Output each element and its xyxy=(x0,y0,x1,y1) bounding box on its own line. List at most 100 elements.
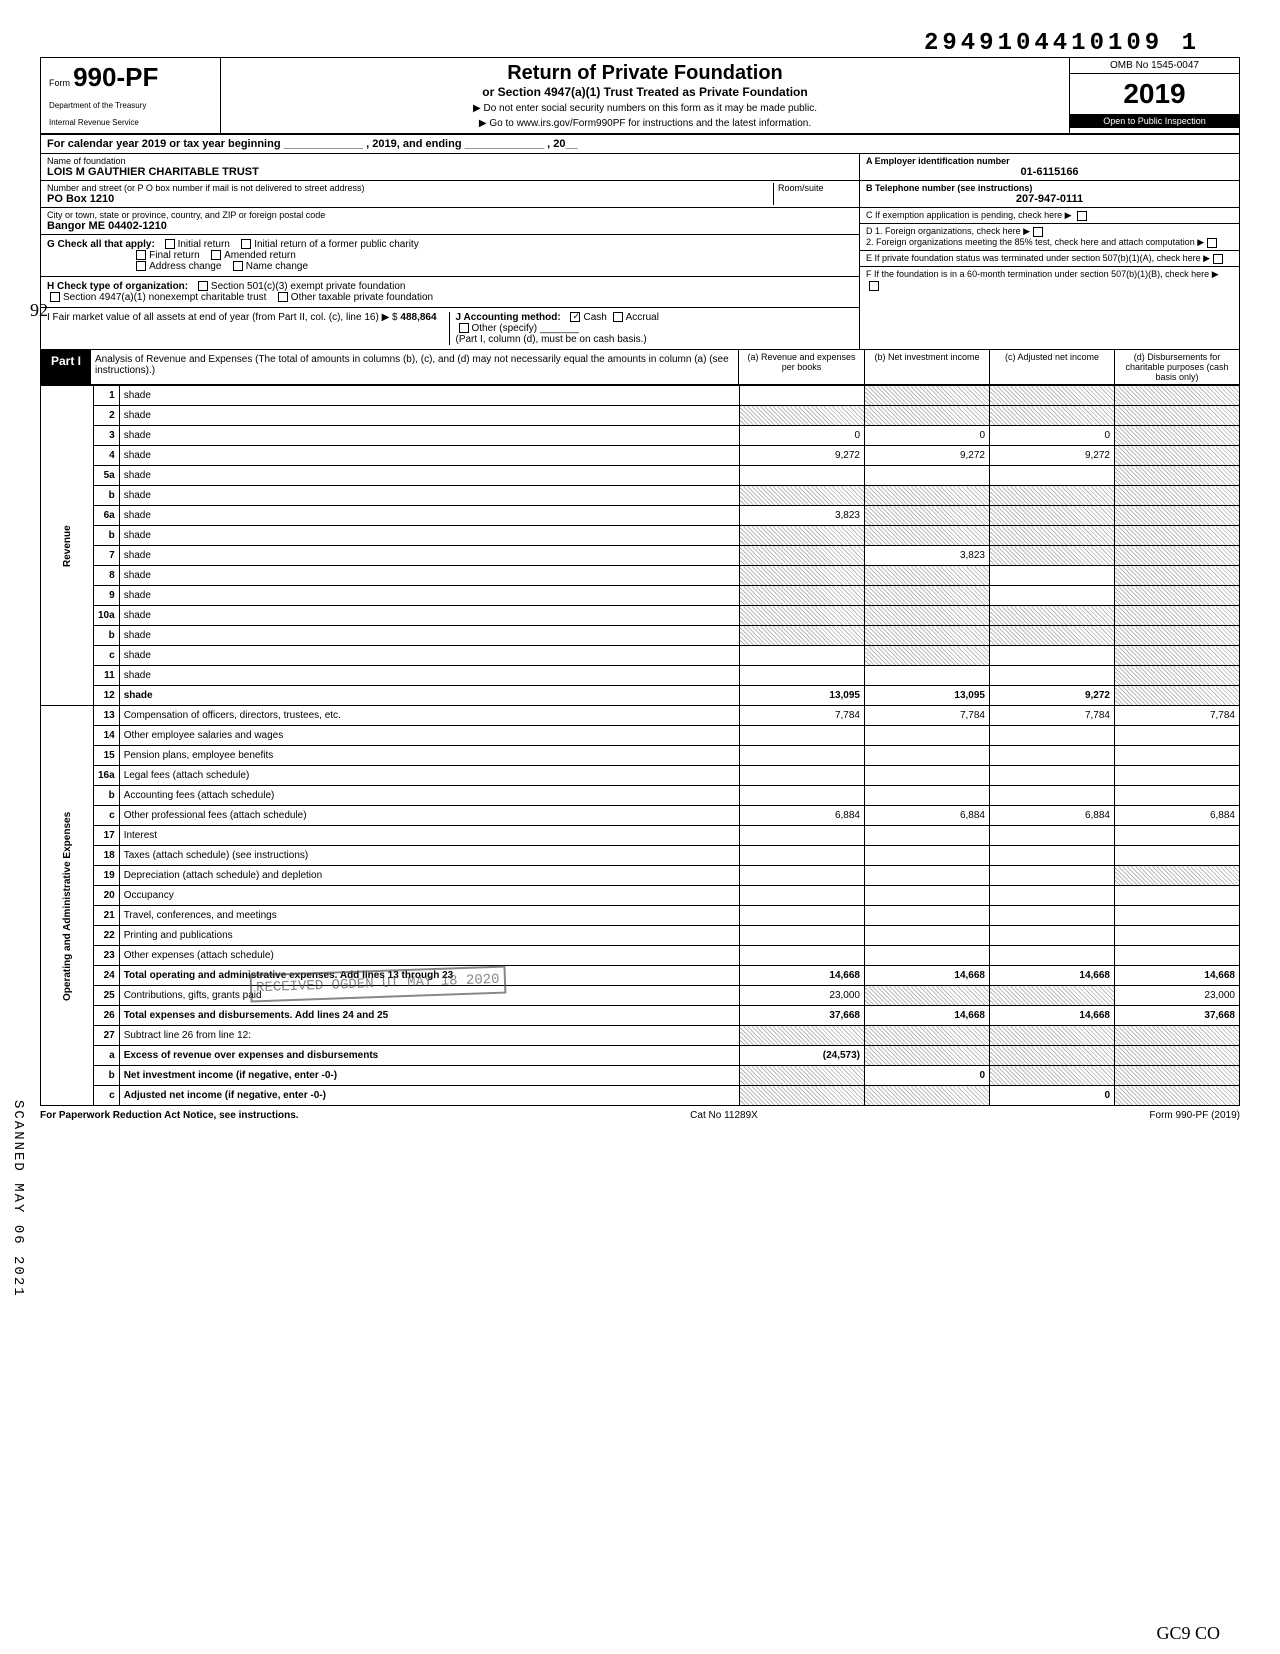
checkbox-amended[interactable] xyxy=(211,250,221,260)
cell-shaded xyxy=(990,606,1115,626)
cell-value: 6,884 xyxy=(990,806,1115,826)
col-a-header: (a) Revenue and expenses per books xyxy=(739,350,864,384)
cell-value xyxy=(865,886,990,906)
ein: 01-6115166 xyxy=(866,166,1233,178)
checkbox-e[interactable] xyxy=(1213,254,1223,264)
cell-shaded xyxy=(865,406,990,426)
cell-value: 9,272 xyxy=(990,686,1115,706)
line-desc: shade xyxy=(119,586,739,606)
checkbox-final-return[interactable] xyxy=(136,250,146,260)
cell-value: 0 xyxy=(865,426,990,446)
cell-value: 0 xyxy=(990,1086,1115,1106)
cell-shaded xyxy=(1115,646,1240,666)
line-num: b xyxy=(94,1066,120,1086)
checkbox-initial-former[interactable] xyxy=(241,239,251,249)
cell-value: 23,000 xyxy=(1115,986,1240,1006)
cell-shaded xyxy=(990,406,1115,426)
line-i-j: I Fair market value of all assets at end… xyxy=(41,308,859,349)
cell-shaded xyxy=(865,626,990,646)
checkbox-d2[interactable] xyxy=(1207,238,1217,248)
col-c-header: (c) Adjusted net income xyxy=(989,350,1114,384)
checkbox-d1[interactable] xyxy=(1033,227,1043,237)
cell-value: 14,668 xyxy=(865,1006,990,1026)
cell-value: 7,784 xyxy=(1115,706,1240,726)
line-desc: shade xyxy=(119,486,739,506)
cell-shaded xyxy=(740,406,865,426)
cell-shaded xyxy=(740,1086,865,1106)
line-num: 21 xyxy=(94,906,120,926)
cell-shaded xyxy=(865,1086,990,1106)
cell-value xyxy=(990,566,1115,586)
cell-value xyxy=(990,646,1115,666)
form-note2: ▶ Go to www.irs.gov/Form990PF for instru… xyxy=(225,118,1065,129)
line-num: 4 xyxy=(94,446,120,466)
line-num: 7 xyxy=(94,546,120,566)
line-desc: Pension plans, employee benefits xyxy=(119,746,739,766)
cell-shaded xyxy=(865,386,990,406)
cell-shaded xyxy=(1115,526,1240,546)
city-state-zip: Bangor ME 04402-1210 xyxy=(47,220,853,232)
part1-table: Revenue1shade2shade3shade0004shade9,2729… xyxy=(40,385,1240,1106)
line-desc: Depreciation (attach schedule) and deple… xyxy=(119,866,739,886)
cell-value xyxy=(865,766,990,786)
line-desc: shade xyxy=(119,626,739,646)
cell-value: 9,272 xyxy=(740,446,865,466)
checkbox-accrual[interactable] xyxy=(613,312,623,322)
line-num: 9 xyxy=(94,586,120,606)
line-e: E If private foundation status was termi… xyxy=(866,253,1201,263)
cell-value xyxy=(1115,726,1240,746)
checkbox-other-taxable[interactable] xyxy=(278,292,288,302)
cell-value: (24,573) xyxy=(740,1046,865,1066)
omb-number: OMB No 1545-0047 xyxy=(1070,58,1239,74)
cell-shaded xyxy=(990,626,1115,646)
cell-shaded xyxy=(990,386,1115,406)
line-desc: Legal fees (attach schedule) xyxy=(119,766,739,786)
line-desc: Adjusted net income (if negative, enter … xyxy=(119,1086,739,1106)
cell-value: 13,095 xyxy=(865,686,990,706)
cell-value xyxy=(990,746,1115,766)
cell-value xyxy=(740,946,865,966)
checkbox-name-change[interactable] xyxy=(233,261,243,271)
line-num: 12 xyxy=(94,686,120,706)
foundation-name: LOIS M GAUTHIER CHARITABLE TRUST xyxy=(47,166,853,178)
checkbox-501c3[interactable] xyxy=(198,281,208,291)
cell-shaded xyxy=(740,1026,865,1046)
cell-shaded xyxy=(1115,866,1240,886)
checkbox-4947a1[interactable] xyxy=(50,292,60,302)
line-num: 24 xyxy=(94,966,120,986)
cell-value: 14,668 xyxy=(990,966,1115,986)
checkbox-other-method[interactable] xyxy=(459,323,469,333)
line-num: b xyxy=(94,786,120,806)
checkbox-f[interactable] xyxy=(869,281,879,291)
line-desc: Total expenses and disbursements. Add li… xyxy=(119,1006,739,1026)
addr-label: Number and street (or P O box number if … xyxy=(47,183,773,193)
col-b-header: (b) Net investment income xyxy=(864,350,989,384)
cell-value xyxy=(1115,826,1240,846)
cell-value xyxy=(1115,786,1240,806)
cell-value xyxy=(740,466,865,486)
cell-value xyxy=(1115,846,1240,866)
cell-value xyxy=(740,766,865,786)
checkbox-c[interactable] xyxy=(1077,211,1087,221)
line-desc: Compensation of officers, directors, tru… xyxy=(119,706,739,726)
form-prefix: Form xyxy=(49,78,70,88)
cell-value xyxy=(740,846,865,866)
cell-value xyxy=(740,746,865,766)
cell-value: 14,668 xyxy=(865,966,990,986)
cell-value xyxy=(990,766,1115,786)
cell-shaded xyxy=(1115,466,1240,486)
cell-shaded xyxy=(1115,486,1240,506)
line-num: 17 xyxy=(94,826,120,846)
cell-value: 3,823 xyxy=(740,506,865,526)
cell-value xyxy=(865,926,990,946)
line-num: b xyxy=(94,626,120,646)
line-desc: shade xyxy=(119,526,739,546)
checkbox-address-change[interactable] xyxy=(136,261,146,271)
line-num: c xyxy=(94,806,120,826)
checkbox-cash[interactable] xyxy=(570,312,580,322)
cell-shaded xyxy=(1115,686,1240,706)
line-num: 8 xyxy=(94,566,120,586)
checkbox-initial-return[interactable] xyxy=(165,239,175,249)
line-desc: Occupancy xyxy=(119,886,739,906)
line-desc: Accounting fees (attach schedule) xyxy=(119,786,739,806)
